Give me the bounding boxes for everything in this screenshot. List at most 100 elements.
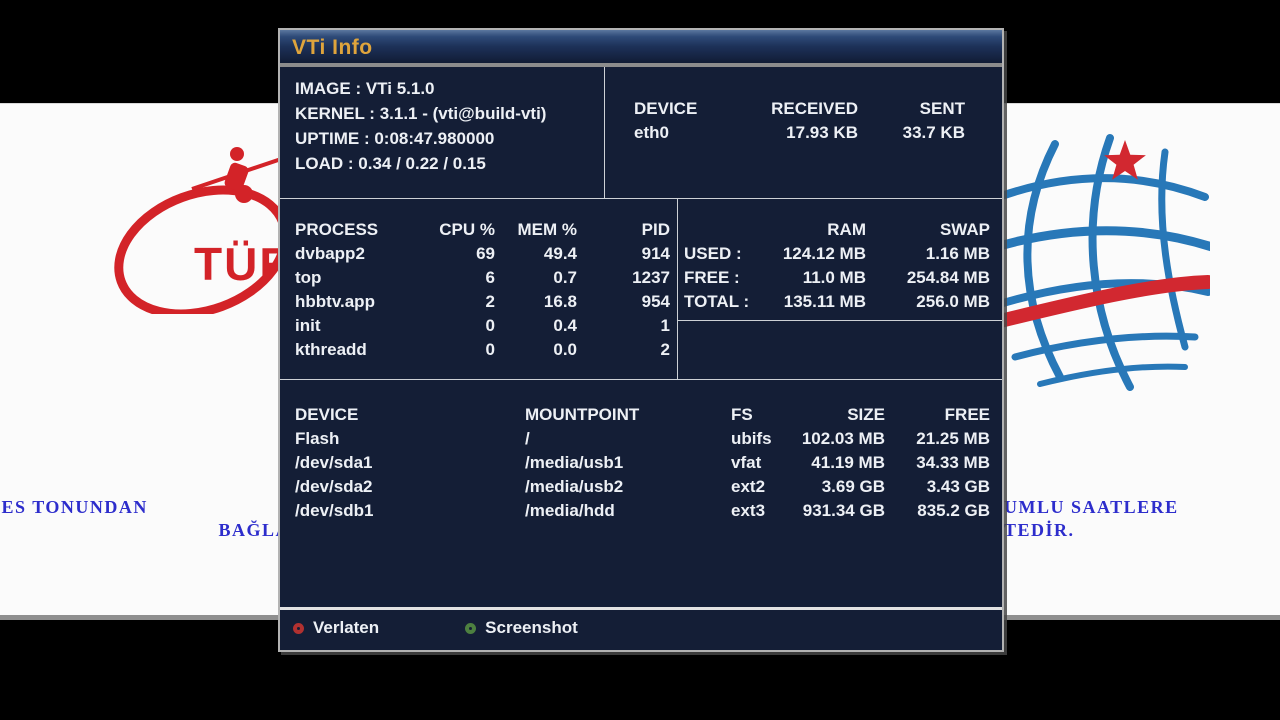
col-size: SIZE xyxy=(847,405,885,424)
disk-free: 34.33 MB xyxy=(916,453,990,472)
dialog-titlebar: VTi Info xyxy=(280,30,1002,67)
process-row: kthreadd 0 0.0 2 xyxy=(295,338,677,362)
disk-size: 102.03 MB xyxy=(801,429,885,448)
storage-table: DEVICE MOUNTPOINT FS SIZE FREE Flash / u… xyxy=(280,380,1002,607)
proc-name: dvbapp2 xyxy=(295,244,365,263)
storage-row: /dev/sdb1 /media/hdd ext3 931.34 GB 835.… xyxy=(295,499,1002,523)
net-received: 17.93 KB xyxy=(786,123,858,142)
process-header-row: PROCESS CPU % MEM % PID xyxy=(295,218,677,242)
memory-row-total: TOTAL : 135.11 MB 256.0 MB xyxy=(684,290,1002,314)
mem-ram: 135.11 MB xyxy=(783,292,866,311)
proc-name: kthreadd xyxy=(295,340,367,359)
proc-name: hbbtv.app xyxy=(295,292,375,311)
proc-mem: 49.4 xyxy=(543,244,577,263)
storage-header-row: DEVICE MOUNTPOINT FS SIZE FREE xyxy=(295,403,1002,427)
kernel-version-line: KERNEL : 3.1.1 - (vti@build-vti) xyxy=(295,104,547,123)
network-row-eth0: eth0 17.93 KB 33.7 KB xyxy=(634,121,1002,145)
proc-pid: 2 xyxy=(660,340,670,359)
caption-line: SES TONUNDAN xyxy=(0,497,148,517)
exit-button[interactable]: Verlaten xyxy=(293,618,379,638)
globe-logo-icon xyxy=(960,134,1210,391)
caption-line: TEDİR. xyxy=(1004,520,1075,540)
proc-cpu: 0 xyxy=(485,340,495,359)
process-row: init 0 0.4 1 xyxy=(295,314,677,338)
disk-device: /dev/sda1 xyxy=(295,453,373,472)
storage-row: /dev/sda1 /media/usb1 vfat 41.19 MB 34.3… xyxy=(295,451,1002,475)
star-icon xyxy=(1104,140,1146,180)
exit-button-label: Verlaten xyxy=(313,618,380,637)
turksat-logo-icon: TÜR xyxy=(114,147,290,314)
col-mountpoint: MOUNTPOINT xyxy=(525,405,640,424)
storage-row: /dev/sda2 /media/usb2 ext2 3.69 GB 3.43 … xyxy=(295,475,1002,499)
caption-line: BAĞLA xyxy=(218,520,290,540)
col-sent: SENT xyxy=(919,99,965,118)
memory-row-used: USED : 124.12 MB 1.16 MB xyxy=(684,242,1002,266)
dialog-footer: Verlaten Screenshot xyxy=(280,607,1002,646)
green-button-icon xyxy=(465,622,477,634)
section-system-network: IMAGE : VTi 5.1.0 KERNEL : 3.1.1 - (vti@… xyxy=(280,67,1002,199)
proc-name: init xyxy=(295,316,321,335)
proc-pid: 954 xyxy=(641,292,670,311)
memory-row-free: FREE : 11.0 MB 254.84 MB xyxy=(684,266,1002,290)
proc-mem: 16.8 xyxy=(543,292,577,311)
disk-mountpoint: /media/hdd xyxy=(525,501,615,520)
memory-table: RAM SWAP USED : 124.12 MB 1.16 MB FREE :… xyxy=(678,199,1002,321)
disk-fs: ext3 xyxy=(731,501,766,520)
mem-swap: 1.16 MB xyxy=(925,244,990,263)
disk-mountpoint: /media/usb1 xyxy=(525,453,624,472)
disk-free: 3.43 GB xyxy=(926,477,990,496)
mem-swap: 256.0 MB xyxy=(916,292,990,311)
proc-name: top xyxy=(295,268,322,287)
network-table: DEVICE RECEIVED SENT eth0 17.93 KB 33.7 … xyxy=(605,67,1002,198)
disk-free: 835.2 GB xyxy=(917,501,990,520)
proc-mem: 0.4 xyxy=(553,316,577,335)
disk-mountpoint: / xyxy=(525,429,530,448)
proc-pid: 1237 xyxy=(632,268,670,287)
col-received: RECEIVED xyxy=(771,99,858,118)
col-ram: RAM xyxy=(827,220,866,239)
disk-fs: ext2 xyxy=(731,477,766,496)
network-header-row: DEVICE RECEIVED SENT xyxy=(634,97,1002,121)
disk-fs: vfat xyxy=(731,453,762,472)
turksat-logo-text: TÜR xyxy=(194,238,290,290)
disk-size: 41.19 MB xyxy=(811,453,885,472)
storage-row: Flash / ubifs 102.03 MB 21.25 MB xyxy=(295,427,1002,451)
section-process-memory: PROCESS CPU % MEM % PID dvbapp2 69 49.4 … xyxy=(280,199,1002,380)
process-row: dvbapp2 69 49.4 914 xyxy=(295,242,677,266)
disk-size: 3.69 GB xyxy=(821,477,885,496)
col-swap: SWAP xyxy=(939,220,990,239)
proc-mem: 0.0 xyxy=(553,340,577,359)
disk-device: /dev/sdb1 xyxy=(295,501,374,520)
system-info-block: IMAGE : VTi 5.1.0 KERNEL : 3.1.1 - (vti@… xyxy=(280,67,605,198)
caption-line: UMLU SAATLERE xyxy=(1004,497,1179,517)
memory-header-row: RAM SWAP xyxy=(684,218,1002,242)
disk-device: /dev/sda2 xyxy=(295,477,373,496)
proc-cpu: 69 xyxy=(476,244,495,263)
process-table: PROCESS CPU % MEM % PID dvbapp2 69 49.4 … xyxy=(280,199,678,379)
proc-cpu: 6 xyxy=(485,268,495,287)
col-cpu: CPU % xyxy=(439,220,495,239)
process-row: top 6 0.7 1237 xyxy=(295,266,677,290)
mem-label: TOTAL : xyxy=(684,292,750,311)
disk-mountpoint: /media/usb2 xyxy=(525,477,624,496)
proc-mem: 0.7 xyxy=(553,268,577,287)
proc-pid: 1 xyxy=(660,316,670,335)
screenshot-button-label: Screenshot xyxy=(485,618,578,637)
proc-cpu: 0 xyxy=(485,316,495,335)
mem-ram: 11.0 MB xyxy=(802,268,866,287)
load-line: LOAD : 0.34 / 0.22 / 0.15 xyxy=(295,154,486,173)
image-version-line: IMAGE : VTi 5.1.0 xyxy=(295,79,435,98)
col-fs: FS xyxy=(731,405,753,424)
screenshot-button[interactable]: Screenshot xyxy=(465,618,578,638)
process-row: hbbtv.app 2 16.8 954 xyxy=(295,290,677,314)
uptime-line: UPTIME : 0:08:47.980000 xyxy=(295,129,495,148)
mem-label: FREE : xyxy=(684,268,740,287)
col-pid: PID xyxy=(641,220,670,239)
col-process: PROCESS xyxy=(295,220,379,239)
disk-fs: ubifs xyxy=(731,429,772,448)
memory-panel: RAM SWAP USED : 124.12 MB 1.16 MB FREE :… xyxy=(678,199,1002,379)
broadcast-caption-right: UMLU SAATLERE TEDİR. xyxy=(1004,496,1179,542)
disk-free: 21.25 MB xyxy=(916,429,990,448)
col-device: DEVICE xyxy=(295,405,359,424)
